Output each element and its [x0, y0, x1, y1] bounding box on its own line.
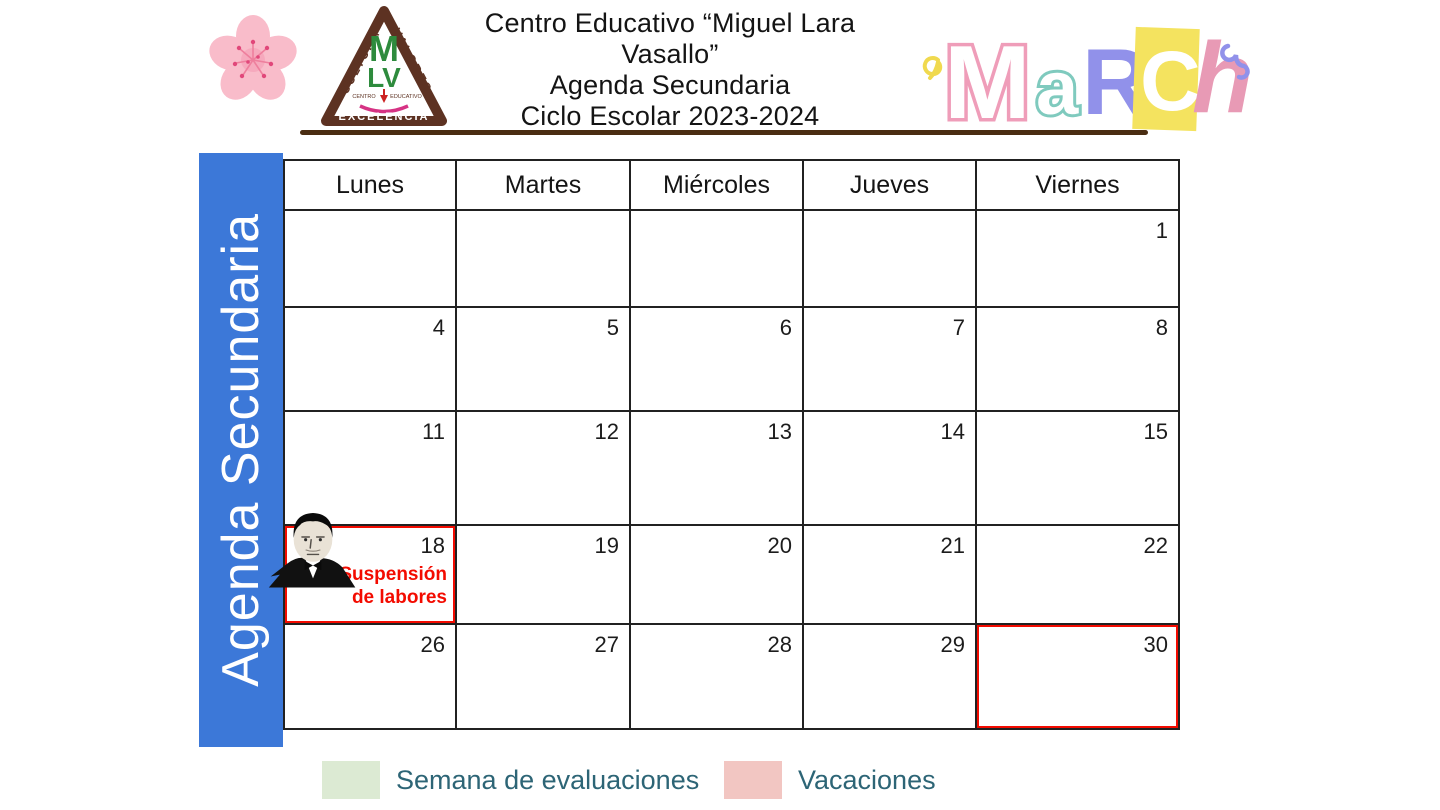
day-cell-evaluation: 12: [455, 410, 631, 526]
sidebar-banner: Agenda Secundaria: [199, 153, 283, 747]
day-cell: [455, 209, 631, 308]
week-row-vacations: 26 27 28 29 30: [283, 623, 1180, 730]
title-line-3: Agenda Secundaria: [549, 70, 791, 100]
day-cell: 6: [629, 306, 804, 412]
march-letter-c-background: [1132, 26, 1200, 132]
week-row-4: 18 Suspensión de labores 19 20 21 22: [268, 513, 1180, 625]
week-row-2: 4 5 6 7 8: [283, 306, 1180, 412]
day-cell-vacation: 27: [455, 623, 631, 730]
day-cell: [629, 209, 804, 308]
legend-swatch-pink: [724, 761, 782, 799]
logo-monogram-lv: LV: [367, 62, 401, 93]
suspension-note: Suspensión de labores: [339, 564, 447, 608]
march-letter-c: C: [1140, 34, 1201, 128]
logo-word-centro: CENTRO: [352, 94, 376, 100]
benito-juarez-portrait: [268, 513, 356, 588]
day-cell: [802, 209, 977, 308]
day-cell: 19: [455, 524, 631, 625]
day-cell: 8: [975, 306, 1180, 412]
march-letter-m: M: [944, 25, 1031, 138]
legend-label-evaluations: Semana de evaluaciones: [396, 764, 700, 795]
day-cell-evaluation: 13: [629, 410, 804, 526]
week-row-evaluations: 11 12 13 14 15: [283, 410, 1180, 526]
march-letter-a: a: [1036, 46, 1079, 131]
title-line-1: Centro Educativo “Miguel Lara: [484, 8, 856, 38]
day-cell-vacation: 28: [629, 623, 804, 730]
day-cell-suspension: 18 Suspensión de labores: [268, 513, 457, 625]
logo-word-excelencia: EXCELENCIA: [339, 111, 430, 123]
legend-label-vacations: Vacaciones: [798, 764, 936, 795]
day-header-row: Lunes Martes Miércoles Jueves Viernes: [283, 159, 1180, 211]
day-cell: 21: [802, 524, 977, 625]
day-cell: 20: [629, 524, 804, 625]
legend-swatch-green: [322, 761, 380, 799]
cherry-blossom-icon: [209, 15, 297, 100]
title-line-4: Ciclo Escolar 2023-2024: [520, 101, 820, 131]
day-header-viernes: Viernes: [975, 159, 1180, 211]
legend-item-evaluations: Semana de evaluaciones: [322, 761, 699, 799]
page-title: Centro Educativo “Miguel Lara Vasallo” A…: [430, 8, 910, 132]
day-header-miercoles: Miércoles: [629, 159, 804, 211]
day-cell: 1: [975, 209, 1180, 308]
day-header-jueves: Jueves: [802, 159, 977, 211]
day-cell: 22: [975, 524, 1180, 625]
logo-word-educativo: EDUCATIVO: [390, 94, 422, 100]
day-cell-evaluation: 14: [802, 410, 977, 526]
day-cell-vacation: 29: [802, 623, 977, 730]
month-march-decoration: M a R C h: [922, 22, 1253, 138]
school-logo: CULTURA VALORES M LV CENTRO EDUCATIVO EX…: [321, 6, 447, 126]
legend-item-vacations: Vacaciones: [724, 761, 936, 799]
confetti-right-icon: [1220, 43, 1250, 80]
title-line-2: Vasallo”: [621, 39, 719, 69]
calendar-table: Lunes Martes Miércoles Jueves Viernes 1 …: [268, 159, 1180, 730]
day-cell-evaluation: 11: [283, 410, 457, 526]
day-cell: [283, 209, 457, 308]
title-underline: [300, 130, 1148, 135]
day-cell: 7: [802, 306, 977, 412]
day-cell-evaluation: 15: [975, 410, 1180, 526]
day-cell: 5: [455, 306, 631, 412]
confetti-left-icon: [922, 56, 943, 80]
day-header-lunes: Lunes: [283, 159, 457, 211]
sidebar-banner-label: Agenda Secundaria: [212, 213, 270, 687]
day-cell-vacation-highlighted: 30: [975, 623, 1180, 730]
day-header-martes: Martes: [455, 159, 631, 211]
day-cell-vacation: 26: [283, 623, 457, 730]
legend: Semana de evaluaciones Vacaciones: [0, 761, 1440, 803]
logo-monogram-m: M: [369, 28, 399, 69]
week-row-1: 1: [283, 209, 1180, 308]
day-cell: 4: [283, 306, 457, 412]
